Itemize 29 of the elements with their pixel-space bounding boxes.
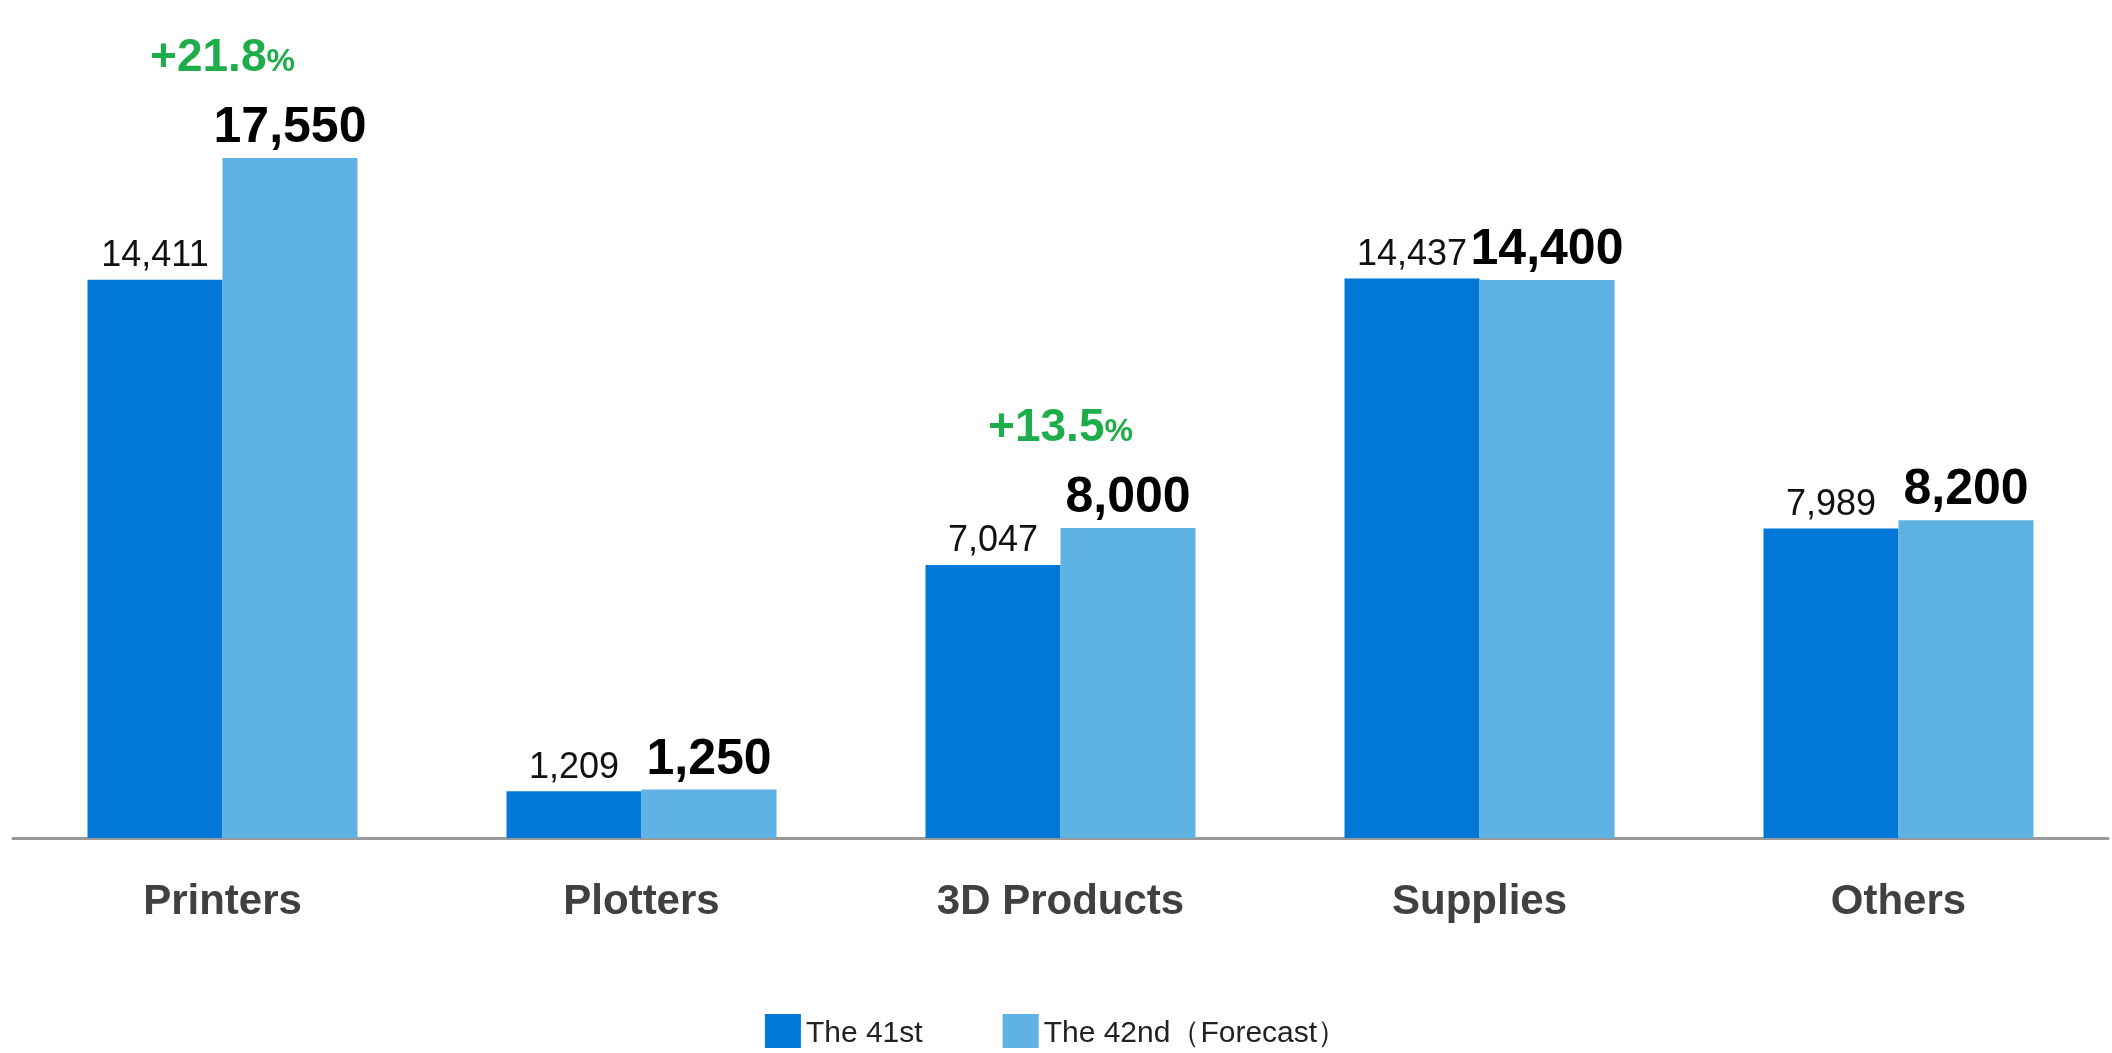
x-tick-label: Supplies xyxy=(1391,875,1568,923)
data-label: 14,411 xyxy=(101,233,209,275)
x-tick-label: 3D Products xyxy=(936,875,1185,923)
data-label: 14,400 xyxy=(1470,219,1624,276)
bar xyxy=(1060,528,1196,838)
annotation: +13.5% xyxy=(988,399,1133,452)
legend-label: The 41st xyxy=(805,1014,924,1048)
bar xyxy=(1344,278,1480,838)
bar xyxy=(222,158,358,838)
data-label: 8,000 xyxy=(1065,467,1191,524)
bar xyxy=(1479,280,1615,838)
x-tick-label: Others xyxy=(1830,875,1967,923)
annotation: +21.8% xyxy=(150,29,295,81)
bar xyxy=(1763,528,1899,838)
bar xyxy=(1898,520,2034,838)
data-label: 14,437 xyxy=(1356,232,1468,274)
bar xyxy=(925,564,1061,838)
bar xyxy=(87,279,223,838)
data-label: 7,047 xyxy=(947,518,1039,560)
data-label: 7,989 xyxy=(1785,481,1877,523)
bar xyxy=(641,789,777,838)
legend-label: The 42nd（Forecast） xyxy=(1043,1014,1348,1048)
data-label: 8,200 xyxy=(1903,459,2029,516)
data-label: 1,209 xyxy=(528,744,620,786)
bar xyxy=(506,791,642,838)
data-label: 17,550 xyxy=(213,97,367,153)
data-label: 1,250 xyxy=(646,728,772,785)
x-tick-label: Printers xyxy=(143,875,302,923)
x-tick-label: Plotters xyxy=(563,875,720,923)
